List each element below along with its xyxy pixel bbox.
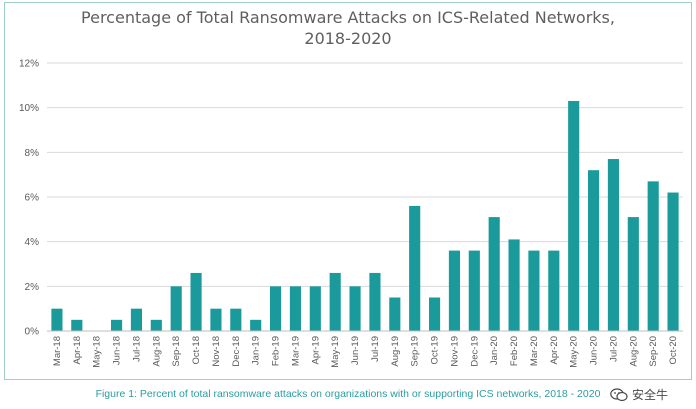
- x-tick-label: Nov-18: [211, 336, 222, 367]
- x-tick-label: Jul-18: [131, 336, 142, 362]
- bar: [488, 217, 500, 331]
- bar: [468, 250, 480, 331]
- x-tick-label: Apr-20: [549, 336, 560, 365]
- bar: [508, 239, 520, 331]
- x-tick-label: Jun-18: [112, 336, 123, 365]
- x-tick-label: Nov-19: [449, 336, 460, 367]
- x-tick-label: Oct-19: [430, 336, 441, 365]
- x-tick-label: Jun-20: [589, 336, 600, 365]
- bar: [548, 250, 560, 331]
- chart-title-line-2: 2018-2020: [304, 29, 391, 48]
- x-tick-label: Jan-19: [251, 336, 262, 365]
- watermark: 安全牛: [610, 386, 668, 403]
- bar: [250, 319, 262, 331]
- x-tick-label: Oct-20: [668, 336, 679, 365]
- x-tick-label: Feb-19: [271, 336, 282, 366]
- figure-caption: Figure 1: Percent of total ransomware at…: [95, 388, 601, 400]
- chart-title-line-1: Percentage of Total Ransomware Attacks o…: [81, 8, 615, 27]
- y-tick-label: 10%: [19, 103, 39, 114]
- bar: [448, 250, 461, 331]
- x-tick-label: Dec-19: [469, 336, 480, 367]
- x-tick-label: Feb-20: [509, 336, 520, 366]
- x-tick-label: Sep-18: [171, 336, 182, 367]
- x-tick-label: Sep-19: [410, 336, 421, 367]
- bar: [51, 308, 63, 331]
- y-tick-label: 0%: [25, 327, 40, 338]
- bar: [329, 272, 341, 331]
- x-tick-label: May-20: [569, 336, 580, 368]
- y-tick-label: 8%: [25, 148, 40, 159]
- bar: [587, 170, 600, 331]
- bar: [667, 192, 679, 331]
- y-tick-label: 4%: [25, 237, 40, 248]
- x-tick-label: May-18: [92, 336, 103, 368]
- x-tick-label: Jan-20: [489, 336, 500, 365]
- bar: [389, 297, 401, 331]
- x-axis-ticks: Mar-18 Apr-18 May-18 Jun-18 Jul-18 Aug-18 Sep-…: [52, 336, 679, 368]
- x-tick-label: Oct-18: [191, 336, 202, 365]
- x-tick-label: Apr-18: [72, 336, 83, 365]
- bar: [170, 286, 182, 331]
- x-tick-label: Mar-20: [529, 336, 540, 366]
- x-tick-label: Aug-20: [628, 336, 639, 367]
- x-tick-label: Jul-20: [608, 336, 619, 362]
- bar: [349, 286, 361, 331]
- bar: [190, 272, 202, 331]
- bar: [409, 205, 421, 331]
- bar: [309, 286, 321, 331]
- bar: [528, 250, 540, 331]
- bar: [568, 100, 580, 331]
- x-tick-label: Mar-19: [290, 336, 301, 366]
- y-tick-label: 2%: [25, 282, 40, 293]
- x-tick-label: Mar-18: [52, 336, 63, 366]
- bar: [647, 181, 659, 331]
- x-tick-label: Dec-18: [231, 336, 242, 367]
- chart-frame: Percentage of Total Ransomware Attacks o…: [4, 2, 692, 380]
- bar: [369, 272, 381, 331]
- x-tick-label: Apr-19: [310, 336, 321, 365]
- bar: [71, 319, 83, 331]
- watermark-text: 安全牛: [632, 388, 669, 402]
- x-tick-label: Aug-19: [390, 336, 401, 367]
- y-axis-ticks: 0% 2% 4% 6% 8% 10% 12%: [19, 59, 39, 338]
- bars: [51, 100, 679, 331]
- bar: [110, 319, 123, 331]
- bar-chart: Percentage of Total Ransomware Attacks o…: [19, 8, 683, 368]
- x-tick-label: May-19: [330, 336, 341, 368]
- bar: [428, 297, 441, 331]
- bar: [150, 319, 162, 331]
- wechat-icon: [610, 387, 628, 401]
- x-tick-label: Sep-20: [648, 336, 659, 367]
- bar: [210, 308, 222, 331]
- bar: [289, 286, 302, 331]
- x-tick-label: Jun-19: [350, 336, 361, 365]
- bar: [269, 286, 282, 331]
- x-tick-label: Jul-19: [370, 336, 381, 362]
- bar: [607, 159, 620, 331]
- y-tick-label: 12%: [19, 59, 39, 70]
- bar: [130, 308, 143, 331]
- bar: [627, 217, 639, 331]
- x-tick-label: Aug-18: [151, 336, 162, 367]
- bar: [230, 308, 242, 331]
- y-tick-label: 6%: [25, 193, 40, 204]
- gridlines: [47, 62, 683, 287]
